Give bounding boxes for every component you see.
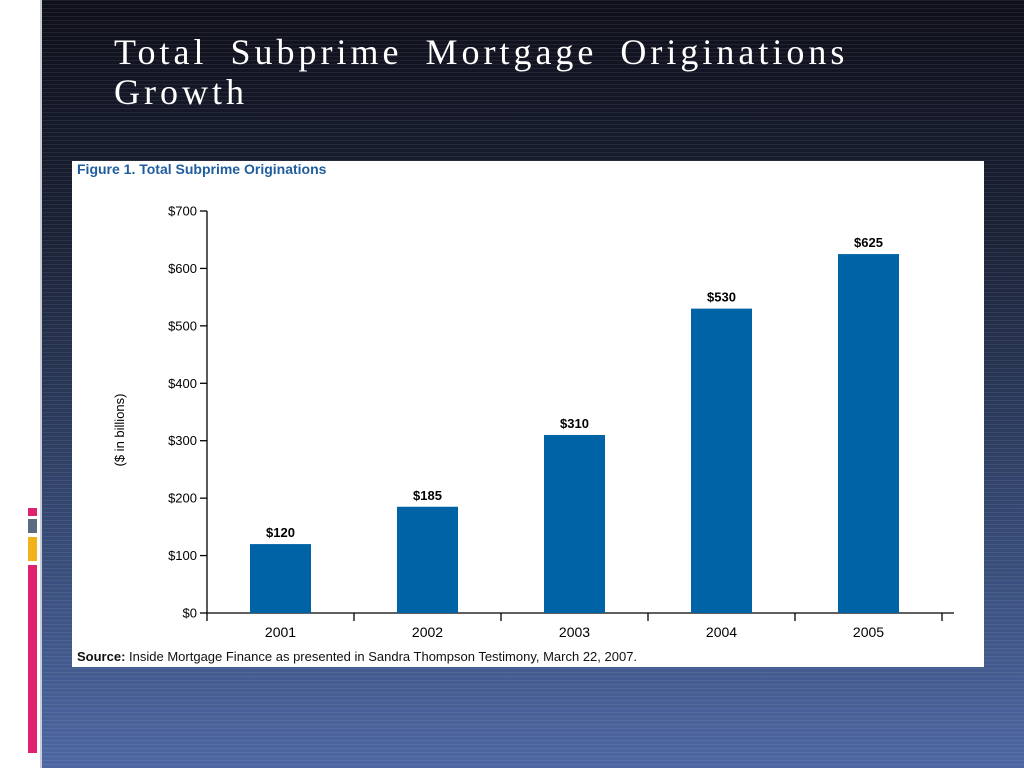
y-tick-label: $700 bbox=[168, 204, 197, 219]
x-tick-label-2003: 2003 bbox=[559, 624, 590, 640]
bar-2003 bbox=[544, 434, 605, 613]
x-tick-label-2001: 2001 bbox=[265, 624, 296, 640]
bar-2002 bbox=[397, 506, 458, 613]
accent-bar-slate bbox=[28, 519, 37, 533]
source-text: Inside Mortgage Finance as presented in … bbox=[129, 649, 638, 664]
figure-panel: Figure 1. Total Subprime Originations $0… bbox=[72, 161, 984, 667]
data-label-2001: $120 bbox=[266, 525, 295, 540]
bar-chart: $0 $100 $200 $300 $400 $500 $600 $700 ($ in bill… bbox=[112, 204, 954, 640]
y-axis-label: ($ in billions) bbox=[112, 394, 127, 467]
data-label-2003: $310 bbox=[560, 416, 589, 431]
data-label-2005: $625 bbox=[854, 235, 883, 250]
source-label: Source: bbox=[77, 649, 126, 664]
y-tick-label: $600 bbox=[168, 261, 197, 276]
y-tick-label: $400 bbox=[168, 376, 197, 391]
y-tick-label: $300 bbox=[168, 433, 197, 448]
data-label-2002: $185 bbox=[413, 488, 442, 503]
slide-title: Total Subprime Mortgage Originations Gro… bbox=[114, 32, 849, 112]
bar-2005 bbox=[838, 254, 899, 614]
accent-bar-pink-top bbox=[28, 508, 37, 516]
x-tick-label-2002: 2002 bbox=[412, 624, 443, 640]
y-tick-label: $200 bbox=[168, 491, 197, 506]
accent-bar-gold bbox=[28, 537, 37, 561]
bar-2001 bbox=[250, 544, 311, 613]
data-label-2004: $530 bbox=[707, 290, 736, 305]
figure-source: Source: Inside Mortgage Finance as prese… bbox=[77, 649, 637, 664]
figure-caption: Figure 1. Total Subprime Originations bbox=[77, 161, 327, 177]
left-margin-rule bbox=[40, 0, 42, 768]
y-tick-label: $100 bbox=[168, 548, 197, 563]
bar-2004 bbox=[691, 308, 752, 613]
y-tick-label: $500 bbox=[168, 318, 197, 333]
x-tick-label-2004: 2004 bbox=[706, 624, 737, 640]
accent-bar-pink-long bbox=[28, 565, 37, 753]
x-tick-label-2005: 2005 bbox=[853, 624, 884, 640]
y-tick-label: $0 bbox=[183, 606, 197, 621]
